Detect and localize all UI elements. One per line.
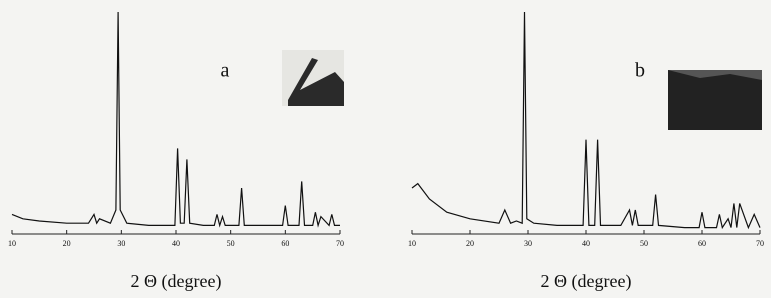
x-tick-label: 10 xyxy=(8,239,16,248)
x-tick-label: 40 xyxy=(172,239,180,248)
x-axis-label: 2 Θ (degree) xyxy=(131,271,222,292)
panel-label: a xyxy=(221,60,230,82)
x-tick-label: 50 xyxy=(640,239,648,248)
x-tick-label: 60 xyxy=(698,239,706,248)
x-tick-label: 10 xyxy=(408,239,416,248)
x-tick-label: 20 xyxy=(63,239,71,248)
x-tick-label: 70 xyxy=(336,239,344,248)
figure: 10 20 30 40 50 60 70 2 Θ (degree) a 10 20 30 40 50 60 7… xyxy=(0,0,771,298)
x-tick-label: 60 xyxy=(281,239,289,248)
panel-label: b xyxy=(635,60,645,82)
inset-photo-b xyxy=(668,70,762,130)
inset-shape xyxy=(668,70,762,130)
x-tick-label: 30 xyxy=(117,239,125,248)
x-tick-label: 50 xyxy=(227,239,235,248)
x-tick-label: 20 xyxy=(466,239,474,248)
x-tick-label: 30 xyxy=(524,239,532,248)
inset-photo-a xyxy=(282,50,344,106)
x-tick-label: 40 xyxy=(582,239,590,248)
pattern-line xyxy=(12,12,340,225)
x-tick-label: 70 xyxy=(756,239,764,248)
x-axis-label: 2 Θ (degree) xyxy=(541,271,632,292)
